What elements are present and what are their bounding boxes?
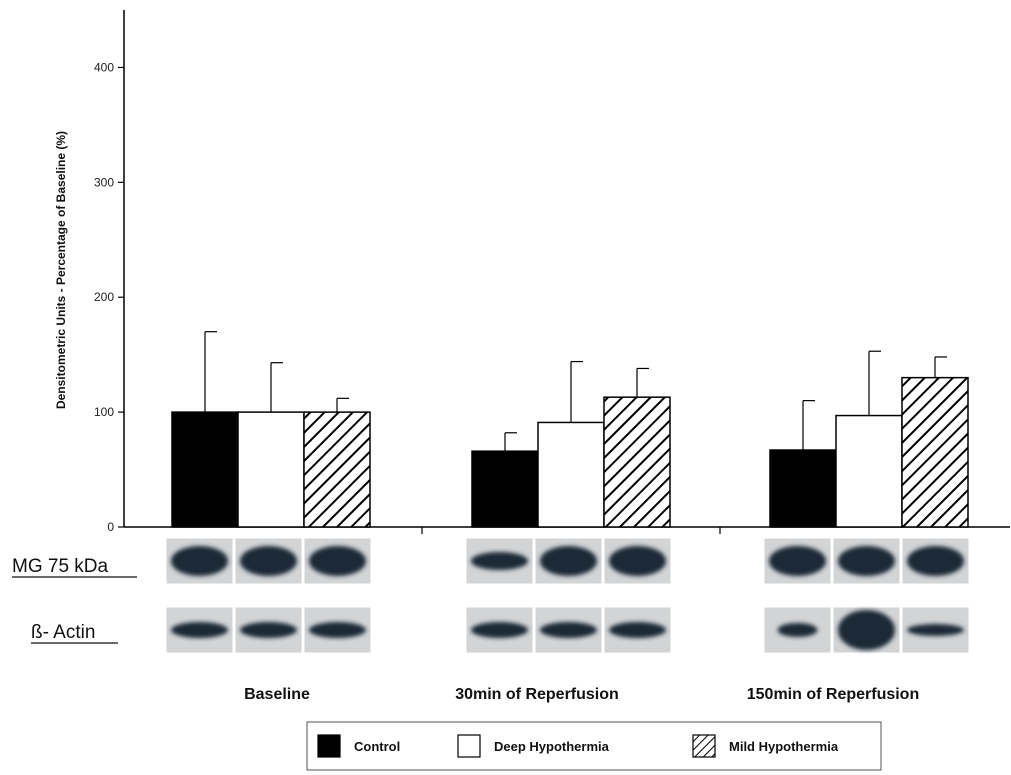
y-axis-label: Densitometric Units - Percentage of Base… <box>54 131 68 409</box>
blot-band <box>769 546 826 576</box>
error-bars <box>204 331 947 452</box>
legend-label: Deep Hypothermia <box>494 739 610 754</box>
y-ticks: 0 100 200 300 400 <box>94 60 124 534</box>
western-blots <box>165 537 970 654</box>
blot-band <box>171 546 228 576</box>
blot-band <box>609 622 666 638</box>
blot-band <box>540 546 597 576</box>
blot-band <box>171 622 228 638</box>
blot-band <box>777 623 818 637</box>
blot-band <box>838 546 895 576</box>
blot-band <box>907 546 964 576</box>
legend-swatch <box>317 734 341 758</box>
legend-label: Mild Hypothermia <box>729 739 839 754</box>
category-label: 150min of Reperfusion <box>747 686 919 703</box>
y-tick-label: 0 <box>107 520 114 534</box>
blot-band <box>609 546 666 576</box>
category-label: Baseline <box>244 686 310 703</box>
blot-band <box>240 546 297 576</box>
blot-band <box>309 622 366 638</box>
legend-swatch <box>457 734 481 758</box>
category-labels: Baseline 30min of Reperfusion 150min of Re… <box>244 686 919 703</box>
bar-control <box>171 411 239 528</box>
y-tick-label: 200 <box>94 290 114 304</box>
bar-mild-hypothermia <box>303 411 371 528</box>
blot-label-actin: ß- Actin <box>31 622 95 643</box>
bar-mild-hypothermia <box>901 376 969 528</box>
legend-box <box>306 721 882 771</box>
y-tick-label: 300 <box>94 175 114 189</box>
blot-band <box>540 622 597 638</box>
x-ticks <box>421 527 721 534</box>
bars <box>171 376 969 528</box>
y-tick-label: 100 <box>94 405 114 419</box>
bar-mild-hypothermia <box>603 396 671 528</box>
bar-deep-hypothermia <box>537 421 605 528</box>
legend: Control Deep Hypothermia Mild Hypothermia <box>306 721 882 771</box>
y-tick-label: 400 <box>94 60 114 74</box>
blot-band <box>471 552 528 570</box>
bar-control <box>471 450 539 528</box>
blot-band <box>240 622 297 638</box>
legend-swatch <box>692 734 716 758</box>
blot-band <box>838 610 895 650</box>
legend-label: Control <box>354 739 400 754</box>
category-label: 30min of Reperfusion <box>455 686 619 703</box>
blot-band <box>907 624 964 636</box>
bar-control <box>769 449 837 528</box>
bar-deep-hypothermia <box>237 411 305 528</box>
blot-band <box>309 546 366 576</box>
blot-label-mg: MG 75 kDa <box>12 556 109 577</box>
blot-band <box>471 622 528 638</box>
bar-deep-hypothermia <box>835 414 903 528</box>
